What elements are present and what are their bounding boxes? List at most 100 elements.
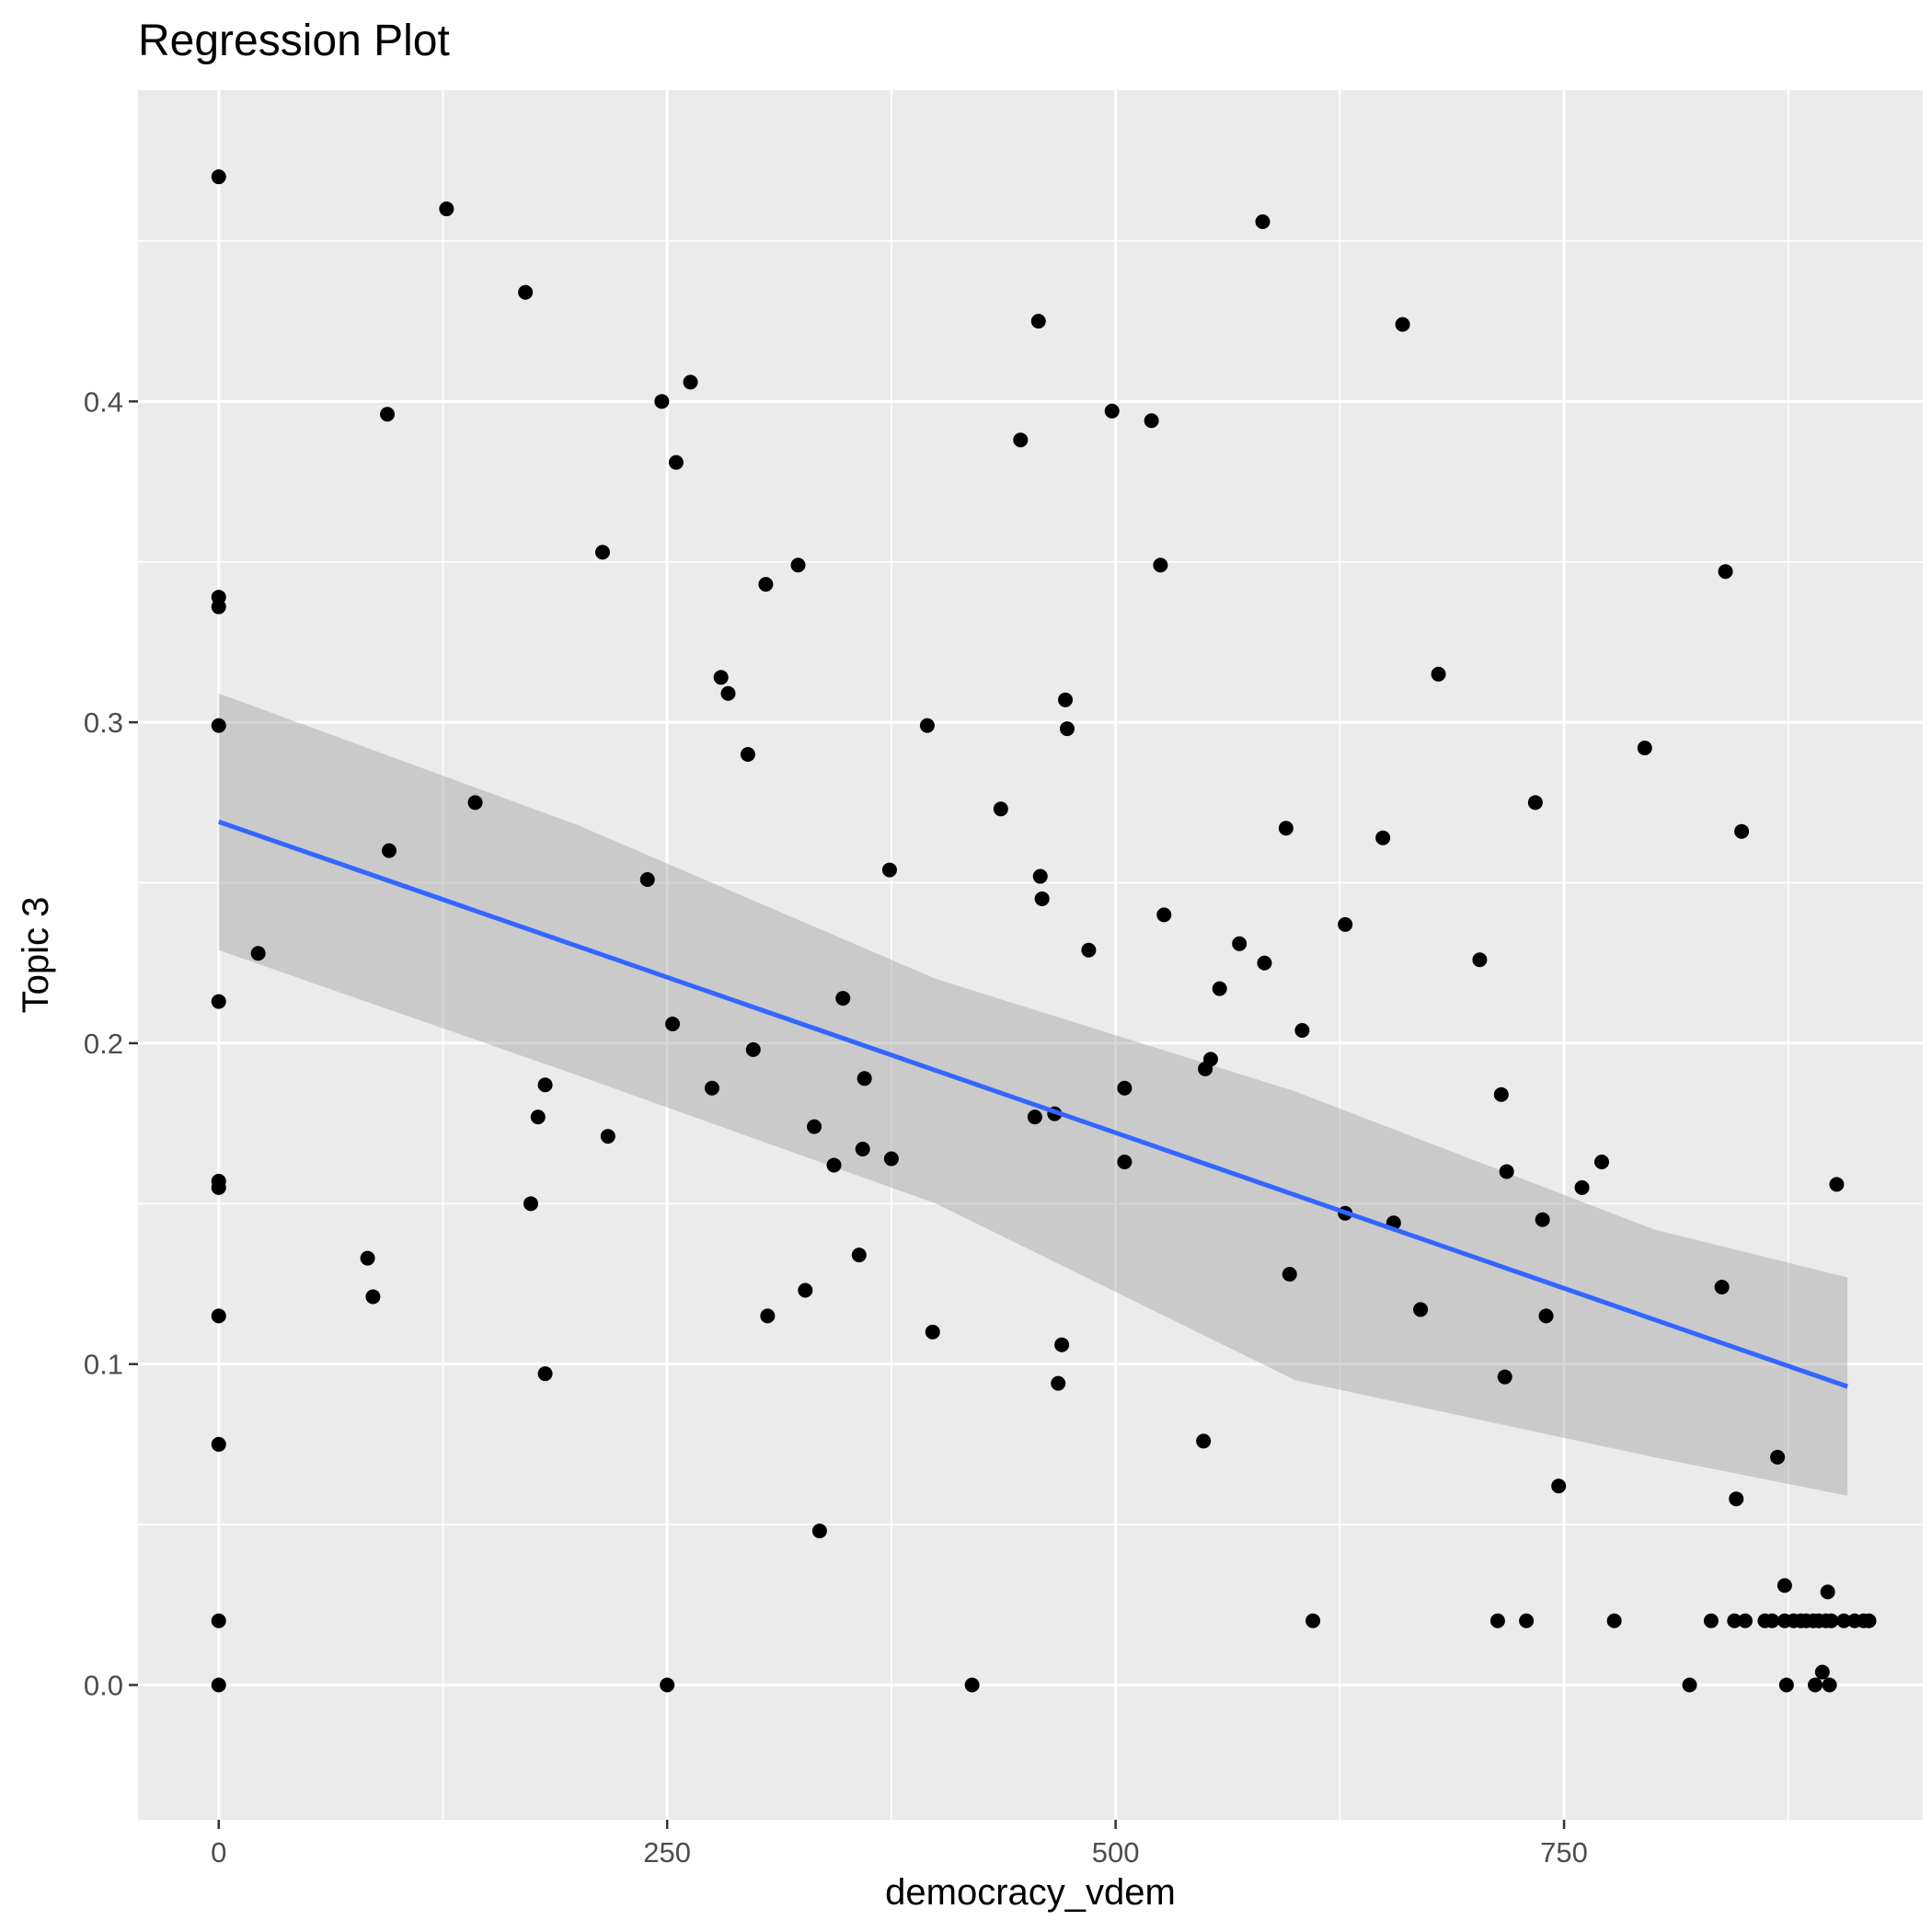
data-point (380, 407, 396, 422)
data-point (1737, 1613, 1753, 1628)
data-point (518, 284, 534, 300)
data-point (1034, 891, 1050, 906)
data-point (1493, 1087, 1509, 1102)
data-point (883, 1151, 899, 1167)
data-point (1822, 1677, 1837, 1693)
data-point (365, 1289, 381, 1305)
data-point (919, 718, 935, 733)
data-point (250, 946, 266, 961)
chart-title: Regression Plot (138, 17, 450, 65)
data-point (1144, 413, 1159, 429)
data-point (704, 1080, 719, 1096)
data-point (639, 872, 655, 888)
data-point (740, 747, 755, 762)
data-point (1829, 1177, 1845, 1192)
data-point (530, 1110, 546, 1125)
data-point (1282, 1267, 1297, 1282)
data-point (1777, 1578, 1792, 1593)
data-point (1051, 1375, 1066, 1391)
data-point (1820, 1584, 1835, 1600)
data-point (211, 1677, 226, 1693)
data-point (1538, 1308, 1554, 1324)
regression-line-layer (217, 819, 1848, 1389)
data-point (683, 374, 698, 390)
data-point (600, 1129, 615, 1144)
data-point (1153, 558, 1168, 573)
data-point (1551, 1478, 1567, 1494)
data-point (1718, 564, 1733, 580)
data-point (758, 577, 774, 592)
data-point (1729, 1491, 1744, 1507)
x-tick-label: 250 (643, 1836, 691, 1869)
data-point (1305, 1613, 1321, 1628)
x-axis-title: democracy_vdem (885, 1872, 1176, 1913)
data-point (1027, 1110, 1042, 1125)
data-point (660, 1677, 675, 1693)
data-point (1013, 432, 1029, 448)
data-point (1257, 955, 1272, 971)
data-point (925, 1324, 940, 1340)
data-point (1765, 1613, 1780, 1628)
data-point (439, 201, 454, 217)
data-point (811, 1524, 827, 1539)
data-point (211, 169, 226, 185)
data-point (1499, 1164, 1514, 1179)
data-point (1032, 868, 1048, 884)
data-point (851, 1248, 867, 1263)
data-point (211, 599, 226, 615)
data-point (1196, 1433, 1212, 1449)
data-point (1202, 1052, 1218, 1067)
data-point (1574, 1179, 1590, 1195)
data-point (835, 991, 851, 1006)
data-point (211, 1613, 226, 1628)
data-point (855, 1142, 870, 1157)
data-point (1770, 1449, 1786, 1465)
data-point (857, 1071, 872, 1087)
x-tick-label: 0 (211, 1836, 226, 1869)
y-tick-label: 0.1 (84, 1349, 123, 1381)
data-point (881, 862, 897, 878)
data-point (1606, 1613, 1622, 1628)
data-point (1497, 1369, 1512, 1385)
data-point (523, 1196, 538, 1212)
axes: 0 250 500 750 0.0 0.1 0.2 0.3 0.4 (84, 385, 1588, 1869)
data-point (654, 394, 670, 409)
data-point (1058, 692, 1074, 707)
data-point (360, 1250, 375, 1266)
data-point (1714, 1280, 1730, 1294)
data-point (760, 1308, 776, 1324)
data-point (1637, 741, 1652, 756)
data-point (1527, 795, 1543, 811)
data-point (1294, 1022, 1310, 1038)
data-point (1593, 1154, 1609, 1169)
data-point (594, 545, 610, 560)
data-point (1413, 1302, 1429, 1317)
grid-lines (138, 90, 1923, 1820)
data-point (668, 454, 684, 470)
y-tick-label: 0.0 (84, 1670, 123, 1702)
data-point (381, 843, 397, 858)
data-point (1823, 1613, 1839, 1628)
data-point (807, 1119, 822, 1134)
data-point (1059, 721, 1075, 737)
data-point (1395, 316, 1410, 332)
data-point (1431, 666, 1446, 682)
data-point (1054, 1337, 1070, 1352)
data-point (1682, 1677, 1697, 1693)
data-point (1814, 1664, 1830, 1680)
data-point (993, 801, 1008, 817)
data-point (211, 1308, 226, 1324)
data-point (537, 1077, 553, 1093)
data-point (665, 1016, 681, 1031)
data-point (1808, 1677, 1823, 1693)
x-tick-label: 750 (1540, 1836, 1588, 1869)
data-point (964, 1677, 980, 1693)
data-point (1489, 1613, 1505, 1628)
data-point (1338, 916, 1353, 932)
data-point (826, 1157, 842, 1173)
data-point (1375, 830, 1391, 845)
data-point (211, 718, 226, 733)
data-point (1117, 1080, 1133, 1096)
data-point (1734, 823, 1750, 839)
